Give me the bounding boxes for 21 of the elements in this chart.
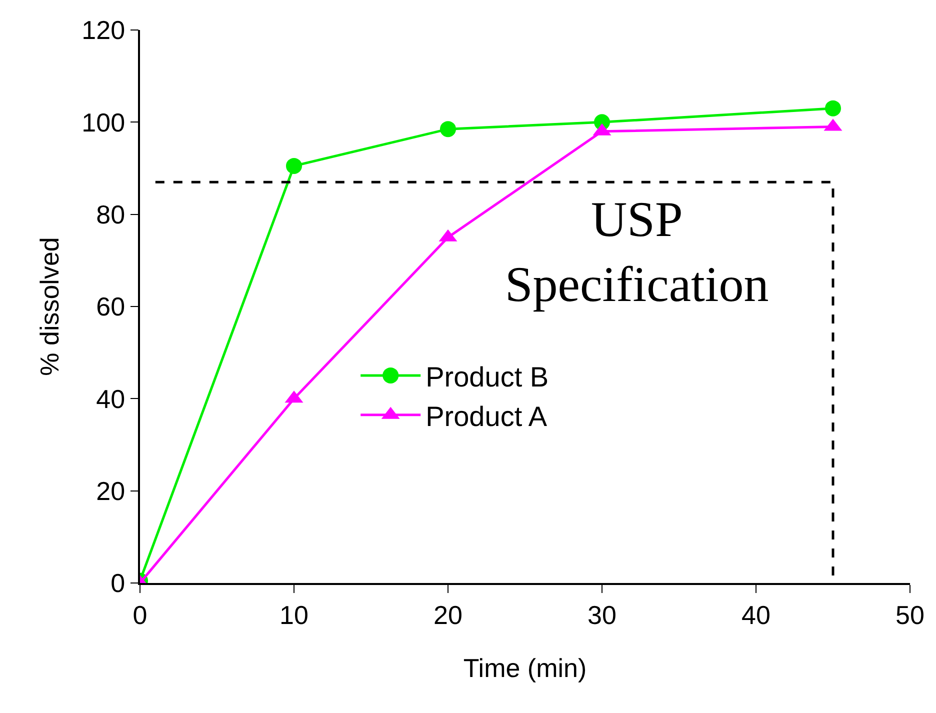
x-tick-label: 0: [132, 600, 148, 630]
x-tick-label: 40: [742, 600, 770, 630]
y-tick-label: 80: [96, 199, 126, 230]
x-axis-title: Time (min): [463, 653, 587, 684]
y-tick-label: 0: [110, 568, 126, 598]
y-tick-label: 120: [82, 15, 126, 46]
y-tick-label: 40: [96, 384, 126, 414]
point: [286, 158, 302, 174]
annotation: USP Specification: [505, 191, 769, 312]
y-tick-label: 20: [96, 476, 126, 506]
x-tick-label: 30: [588, 600, 616, 630]
x-tick-label: 50: [896, 600, 924, 630]
y-tick-label: 60: [96, 292, 126, 322]
y-axis-title: % dissolved: [34, 237, 65, 376]
point: [825, 100, 841, 116]
legend-label: Product A: [426, 400, 548, 432]
x-tick-label: 10: [280, 600, 308, 630]
point: [440, 121, 456, 138]
y-tick-label: 100: [82, 107, 126, 138]
legend-label: Product B: [426, 361, 549, 392]
x-tick-label: 20: [434, 600, 462, 630]
